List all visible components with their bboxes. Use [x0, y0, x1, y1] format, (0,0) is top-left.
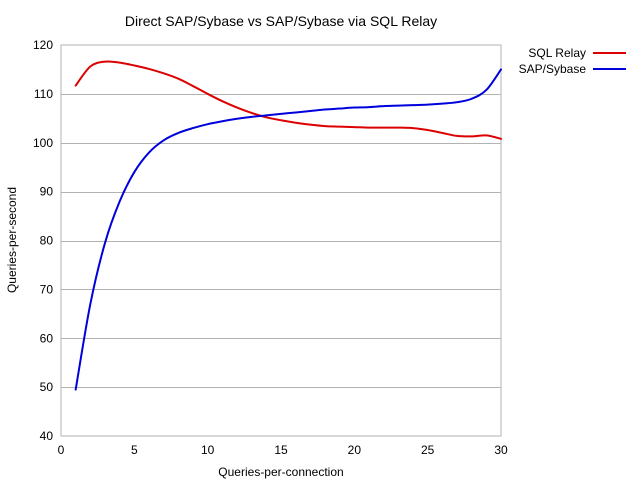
x-tick-label-20: 20	[348, 443, 362, 457]
y-tick-label-120: 120	[33, 38, 53, 52]
y-tick-label-70: 70	[40, 282, 54, 296]
legend-label-sql-relay: SQL Relay	[528, 46, 586, 60]
x-tick-labels: 0 5 10 15 20 25 30	[58, 443, 508, 457]
grid-lines	[61, 94, 501, 388]
x-tick-label-15: 15	[274, 443, 288, 457]
y-tick-label-90: 90	[40, 185, 54, 199]
y-axis-title: Queries-per-second	[5, 187, 19, 293]
chart-title: Direct SAP/Sybase vs SAP/Sybase via SQL …	[125, 13, 437, 29]
series-line-sap-sybase	[74, 68, 502, 391]
series-lines	[74, 60, 502, 391]
legend-label-sap-sybase: SAP/Sybase	[519, 62, 587, 76]
x-tick-label-25: 25	[421, 443, 435, 457]
y-tick-label-50: 50	[40, 380, 54, 394]
y-tick-label-80: 80	[40, 234, 54, 248]
legend: SQL Relay SAP/Sybase	[519, 46, 626, 76]
y-tick-label-40: 40	[40, 429, 54, 443]
y-tick-label-60: 60	[40, 331, 54, 345]
x-tick-label-30: 30	[494, 443, 508, 457]
x-tick-label-10: 10	[201, 443, 215, 457]
x-tick-label-0: 0	[58, 443, 65, 457]
y-tick-labels: 40 50 60 70 80 90 100 110 120	[33, 38, 53, 443]
plot-area-frame	[60, 44, 502, 437]
y-tick-label-110: 110	[34, 87, 53, 101]
y-tick-label-100: 100	[33, 136, 53, 150]
x-axis-title: Queries-per-connection	[218, 465, 343, 479]
series-line-sql-relay	[74, 60, 502, 140]
x-tick-label-5: 5	[131, 443, 138, 457]
